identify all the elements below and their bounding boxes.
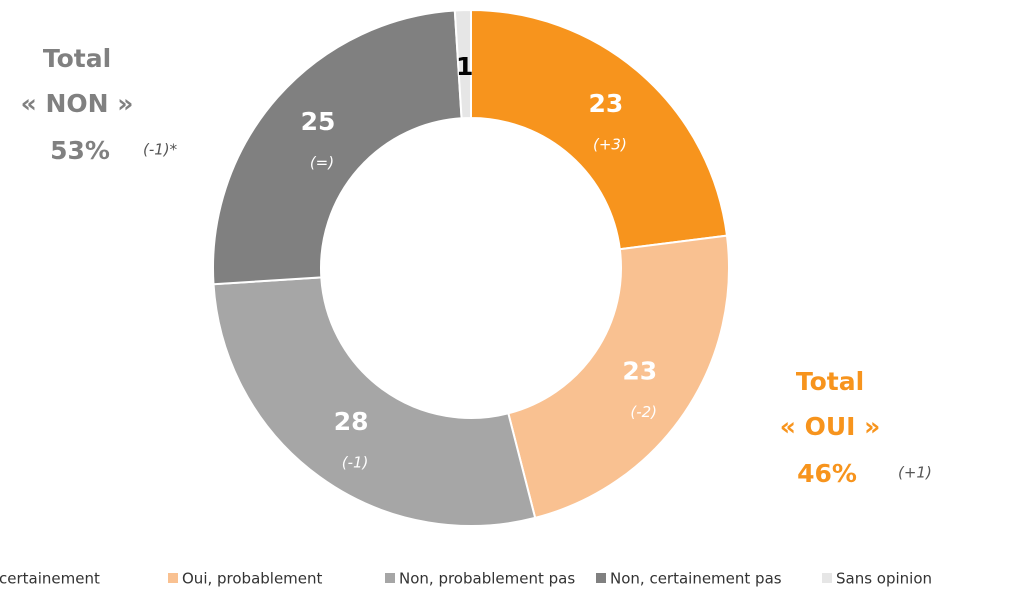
change-label: (-1) [342, 454, 369, 472]
donut-slice [212, 9, 463, 286]
change-label: (+3) [593, 135, 627, 153]
legend-label: Oui, certainement [0, 570, 100, 588]
legend-swatch [596, 573, 606, 583]
annotation-title: Total [43, 44, 111, 73]
change-label: (=) [310, 154, 334, 172]
change-label: (-2) [630, 403, 657, 421]
donut-slice [212, 276, 537, 527]
annotation-title: Total [796, 367, 864, 396]
annotation-total: 46% [797, 459, 857, 488]
value-label: 28 [334, 407, 369, 436]
legend-label: Sans opinion [836, 570, 932, 588]
value-label: 23 [589, 89, 624, 118]
legend-label: Non, probablement pas [399, 570, 575, 588]
annotation-change: (-1)* [143, 141, 178, 159]
value-label: 1 [456, 52, 473, 81]
donut-slice [507, 234, 730, 520]
annotation-group: « OUI » [780, 412, 881, 441]
legend-label: Oui, probablement [182, 570, 323, 588]
annotation-group: « NON » [21, 89, 134, 118]
value-label: 25 [301, 107, 336, 136]
legend-swatch [168, 573, 178, 583]
donut-slice [470, 8, 729, 251]
annotation-total: 53% [50, 136, 110, 165]
legend-swatch [385, 573, 395, 583]
legend-swatch [822, 573, 832, 583]
legend-label: Non, certainement pas [610, 570, 782, 588]
donut-slice [453, 8, 472, 120]
annotation-change: (+1) [898, 464, 932, 482]
value-label: 23 [622, 357, 657, 386]
